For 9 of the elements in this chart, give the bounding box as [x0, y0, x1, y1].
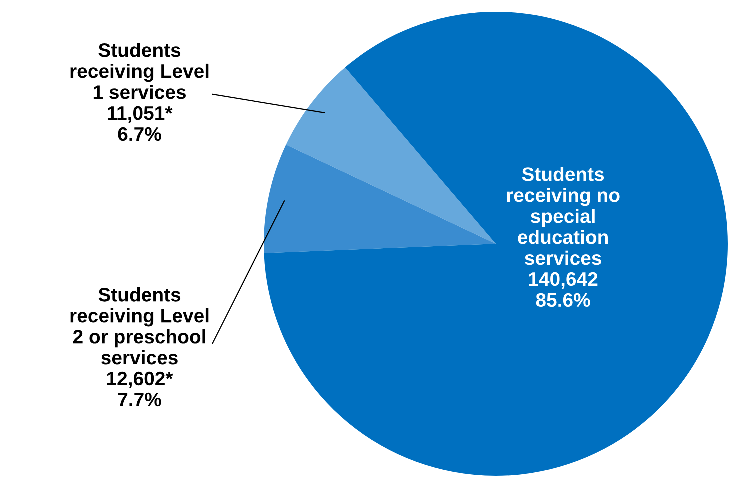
- pie-slice: [264, 144, 496, 254]
- slice-label: Students receiving Level 2 or preschool services: [70, 288, 209, 365]
- data-label: 11,051* 6.7%: [108, 106, 173, 142]
- data-label: 12,602* 7.7%: [107, 372, 174, 407]
- slice-label: Students receiving Level 1 services: [70, 43, 209, 100]
- pie-slice: [264, 12, 728, 476]
- data-label: 140,642 85.6%: [529, 272, 598, 308]
- slice-label: Students receiving no special education services: [507, 167, 620, 266]
- pie-slice: [286, 68, 496, 244]
